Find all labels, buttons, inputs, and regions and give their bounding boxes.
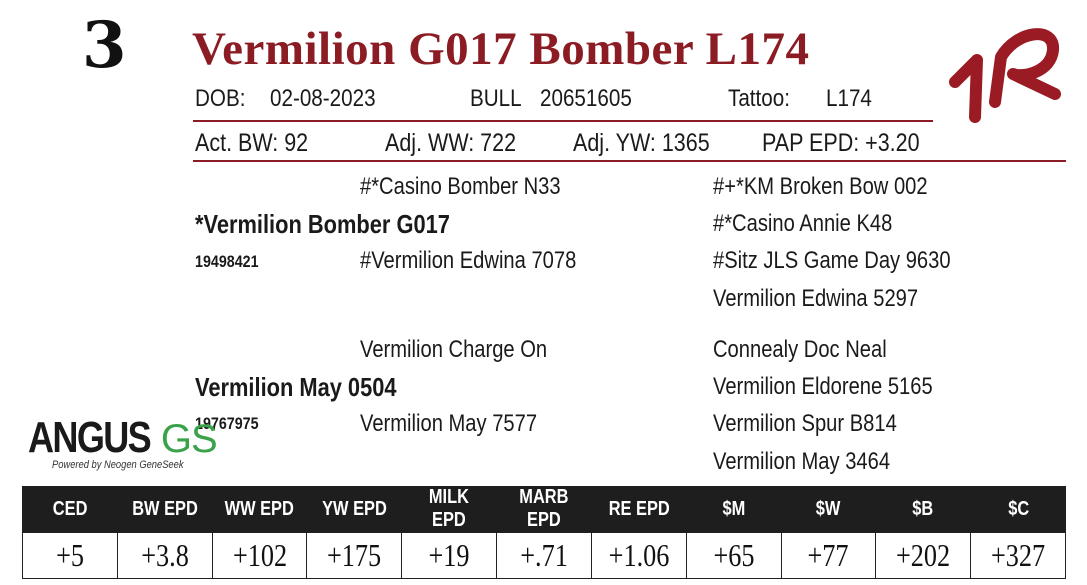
epd-header-bw: BW EPD [116, 486, 213, 533]
dam-dam-sire: Vermilion Spur B814 [713, 410, 897, 437]
pap-epd: PAP EPD: +3.20 [762, 129, 920, 157]
epd-header-marb: MARB EPD [496, 486, 592, 533]
sire-sire-dam: #*Casino Annie K48 [713, 210, 893, 237]
angus-logo-text: ANGUS [28, 413, 152, 462]
animal-name: Vermilion G017 Bomber L174 [192, 23, 810, 75]
sire-dam-sire: #Sitz JLS Game Day 9630 [713, 247, 951, 274]
epd-header-ced: CED [22, 486, 118, 533]
epd-header-w: $W [780, 486, 876, 533]
dob-value: 02-08-2023 [270, 85, 376, 112]
epd-header-c: $C [970, 486, 1066, 533]
sire-sire-sire: #+*KM Broken Bow 002 [713, 173, 928, 200]
epd-header-row: CED BW EPD WW EPD YW EPD MILK EPD MARB E… [22, 486, 1066, 533]
sire-reg: 19498421 [195, 252, 259, 271]
epd-value-c: +327 [970, 532, 1066, 579]
epd-value-m: +65 [685, 532, 782, 579]
epd-value-milk: +19 [401, 532, 498, 579]
dam-sire-sire: Connealy Doc Neal [713, 336, 887, 363]
epd-value-re: +1.06 [590, 532, 687, 579]
epd-value-ced: +5 [22, 532, 118, 579]
epd-value-yw: +175 [306, 532, 403, 579]
act-bw: Act. BW: 92 [195, 129, 309, 157]
angus-gs-logo: ANGUS GS [28, 413, 218, 462]
angus-logo-tagline: Powered by Neogen GeneSeek [52, 459, 184, 471]
adj-ww: Adj. WW: 722 [385, 129, 517, 157]
epd-header-re: RE EPD [590, 486, 687, 533]
adj-yw: Adj. YW: 1365 [573, 129, 710, 157]
epd-table: CED BW EPD WW EPD YW EPD MILK EPD MARB E… [22, 486, 1066, 579]
epd-header-yw: YW EPD [306, 486, 402, 533]
dam-dam-dam: Vermilion May 3464 [713, 448, 891, 475]
dam-dam: Vermilion May 7577 [360, 410, 538, 437]
sire: *Vermilion Bomber G017 [195, 209, 450, 239]
tattoo-label: Tattoo: [728, 85, 790, 112]
epd-header-m: $M [685, 486, 781, 533]
dam-sire-dam: Vermilion Eldorene 5165 [713, 373, 933, 400]
dam-sire: Vermilion Charge On [360, 336, 548, 363]
sire-dam-dam: Vermilion Edwina 5297 [713, 285, 919, 312]
epd-value-ww: +102 [211, 532, 308, 579]
sire-dam: #Vermilion Edwina 7078 [360, 247, 577, 274]
epd-value-bw: +3.8 [116, 532, 213, 579]
dam-reg: 19767975 [195, 414, 259, 433]
epd-header-b: $B [875, 486, 971, 533]
registration-number: 20651605 [540, 85, 632, 112]
tattoo-value: L174 [826, 85, 872, 112]
divider-top [193, 120, 933, 122]
sire-sire: #*Casino Bomber N33 [360, 173, 561, 200]
angus-logo-accent: GS [160, 417, 218, 461]
epd-value-marb: +.71 [496, 532, 592, 579]
epd-header-milk: MILK EPD [401, 486, 497, 533]
epd-value-b: +202 [875, 532, 972, 579]
divider-bottom [193, 160, 1066, 162]
epd-value-w: +77 [780, 532, 877, 579]
brand-logo-icon [949, 28, 1061, 123]
epd-value-row: +5 +3.8 +102 +175 +19 +.71 +1.06 +65 +77… [22, 532, 1066, 579]
lot-number: 3 [82, 8, 127, 83]
dob-label: DOB: [195, 85, 246, 112]
dam: Vermilion May 0504 [195, 372, 397, 402]
epd-header-ww: WW EPD [211, 486, 307, 533]
sex-value: BULL [470, 85, 522, 112]
